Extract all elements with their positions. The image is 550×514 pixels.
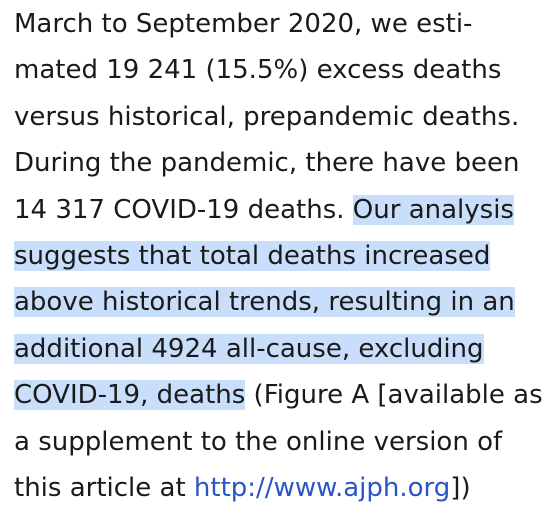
text-line: 14 317 COVID-19 deaths. Our analysis (14, 187, 546, 233)
plain-text: ]) (450, 472, 471, 503)
text-line: above historical trends, resulting in an (14, 279, 546, 325)
plain-text: (Figure A [available as (245, 380, 543, 411)
text-line: versus historical, prepandemic deaths. (14, 101, 520, 132)
highlighted-text[interactable]: above historical trends, resulting in an (14, 287, 515, 318)
text-line: During the pandemic, there have been (14, 148, 520, 179)
text-line: March to September 2020, we esti- (14, 9, 473, 39)
text-line: mated 19 241 (15.5%) excess deaths (14, 55, 502, 86)
text-line: COVID-19, deaths (Figure A [available as (14, 372, 546, 418)
plain-text: this article at (14, 472, 194, 503)
highlighted-text[interactable]: Our analysis (352, 194, 514, 225)
highlighted-text[interactable]: COVID-19, deaths (14, 380, 246, 411)
ajph-link[interactable]: http://www.ajph.org (193, 472, 451, 503)
text-line: a supplement to the online version of (14, 426, 503, 457)
text-line: suggests that total deaths increased (14, 233, 546, 279)
plain-text: 14 317 COVID-19 deaths. (14, 194, 353, 225)
text-line: additional 4924 all-cause, excluding (14, 326, 546, 372)
text-line: this article at http://www.ajph.org]) (14, 465, 546, 511)
highlighted-text[interactable]: additional 4924 all-cause, excluding (14, 333, 484, 364)
highlighted-text[interactable]: suggests that total deaths increased (14, 240, 491, 271)
article-paragraph: March to September 2020, we esti- mated … (14, 0, 546, 511)
